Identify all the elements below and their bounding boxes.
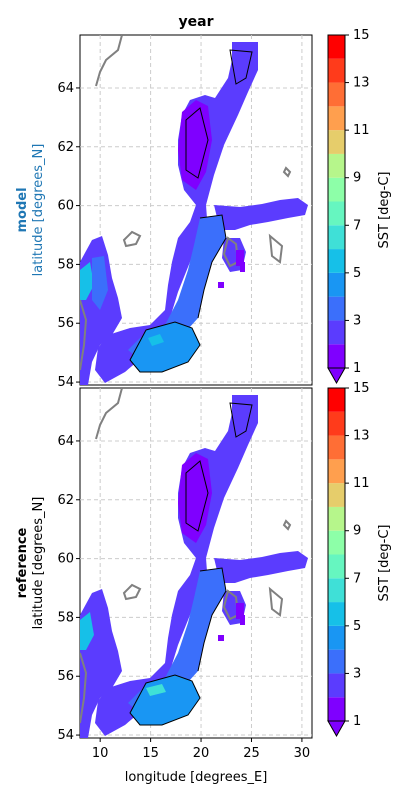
- colorbar-segment: [328, 578, 345, 603]
- coastal-pixels: [218, 603, 245, 641]
- colorbar-segment: [328, 225, 345, 250]
- x-tick-label: 30: [294, 746, 311, 761]
- colorbar-segment: [328, 411, 345, 436]
- colorbar-extend-arrow: [327, 367, 346, 385]
- coastline-land: [80, 35, 292, 371]
- colorbar-segment: [328, 506, 345, 531]
- colorbar-frame: [327, 387, 346, 722]
- colorbar-label-reference: SST [deg-C]: [377, 525, 392, 602]
- row-label-reference: reference: [15, 527, 30, 598]
- colorbar-segment: [328, 530, 345, 555]
- colorbar-extend-arrow: [327, 720, 346, 738]
- colorbar-tick-label: 3: [353, 313, 361, 328]
- colorbar-segment: [328, 388, 345, 412]
- sea-surface-temperature-field: [80, 395, 308, 738]
- y-tick-label: 56: [57, 316, 74, 331]
- map-panel-model: 54 56 58 60 62 64 model latitude [degrees_N]: [15, 34, 313, 390]
- x-tick-label: 25: [243, 746, 260, 761]
- y-tick-label: 64: [57, 81, 74, 96]
- coastline-land: [80, 388, 292, 724]
- colorbar-segment: [328, 272, 345, 297]
- colorbar-tick-label: 13: [353, 429, 370, 444]
- y-tick-label: 54: [57, 375, 74, 390]
- y-tick-label: 54: [57, 728, 74, 743]
- x-tick-label: 20: [193, 746, 210, 761]
- y-tick-label: 60: [57, 199, 74, 214]
- y-tick-label: 62: [57, 140, 74, 155]
- x-tick-label: 10: [92, 746, 109, 761]
- colorbar-segment: [328, 459, 345, 484]
- x-axis-label: longitude [degrees_E]: [125, 770, 268, 785]
- sea-surface-temperature-field: [80, 42, 308, 385]
- colorbar-segment: [328, 58, 345, 83]
- colorbar-tick-label: 5: [353, 266, 361, 281]
- y-axis-label-reference: latitude [degrees_N]: [31, 497, 46, 630]
- colorbar-segment: [328, 483, 345, 507]
- colorbar-tick-label: 5: [353, 619, 361, 634]
- colorbar-tick-label: 9: [353, 171, 361, 186]
- colorbar-frame: [327, 34, 346, 369]
- colorbar-tick-label: 11: [353, 476, 370, 491]
- colorbar-segment: [328, 153, 345, 178]
- colorbar-tick-label: 13: [353, 76, 370, 91]
- y-ticks: 54 56 58 60 62 64: [57, 434, 80, 743]
- figure-title: year: [179, 14, 214, 30]
- colorbar-segment: [328, 344, 345, 368]
- colorbar-label-model: SST [deg-C]: [377, 172, 392, 249]
- colorbar-segment: [328, 35, 345, 59]
- y-tick-label: 58: [57, 610, 74, 625]
- colorbar-segment: [328, 435, 345, 460]
- colorbar-tick-label: 9: [353, 524, 361, 539]
- y-tick-label: 62: [57, 493, 74, 508]
- colorbar-segment: [328, 106, 345, 131]
- colorbar-segment: [328, 602, 345, 626]
- colorbar-segment: [328, 249, 345, 273]
- x-tick-label: 15: [142, 746, 159, 761]
- colorbar-segment: [328, 296, 345, 321]
- colorbar-tick-label: 3: [353, 666, 361, 681]
- coastal-pixels: [218, 250, 245, 288]
- colorbar-segment: [328, 201, 345, 226]
- colorbar-tick-label: 7: [353, 571, 361, 586]
- y-tick-label: 58: [57, 257, 74, 272]
- row-label-model: model: [15, 187, 30, 232]
- colorbar-tick-label: 15: [353, 381, 370, 396]
- map-panel-reference: 54 56 58 60 62 64 10 15 20 25 30 reference latitu…: [15, 387, 313, 785]
- colorbar-segment: [328, 320, 345, 345]
- colorbar-segment: [328, 82, 345, 107]
- colorbar-tick-label: 1: [353, 361, 361, 376]
- y-axis-label-model: latitude [degrees_N]: [31, 144, 46, 277]
- colorbar-segment: [328, 130, 345, 154]
- colorbar-tick-label: 15: [353, 28, 370, 43]
- colorbar-segment: [328, 177, 345, 202]
- y-ticks: 54 56 58 60 62 64: [57, 81, 80, 390]
- colorbar-tick-label: 1: [353, 714, 361, 729]
- colorbar-tick-label: 7: [353, 218, 361, 233]
- y-tick-label: 56: [57, 669, 74, 684]
- colorbar-tick-label: 11: [353, 123, 370, 138]
- colorbar-segment: [328, 673, 345, 698]
- colorbar-segment: [328, 697, 345, 721]
- y-tick-label: 60: [57, 552, 74, 567]
- x-ticks: 10 15 20 25 30: [92, 738, 310, 761]
- colorbar-segment: [328, 625, 345, 650]
- colorbar-segment: [328, 649, 345, 674]
- y-tick-label: 64: [57, 434, 74, 449]
- colorbar-segment: [328, 554, 345, 579]
